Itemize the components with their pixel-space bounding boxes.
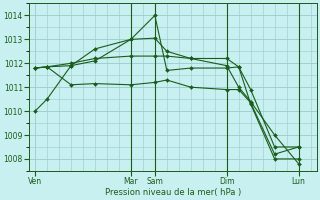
X-axis label: Pression niveau de la mer( hPa ): Pression niveau de la mer( hPa ) [105, 188, 241, 197]
